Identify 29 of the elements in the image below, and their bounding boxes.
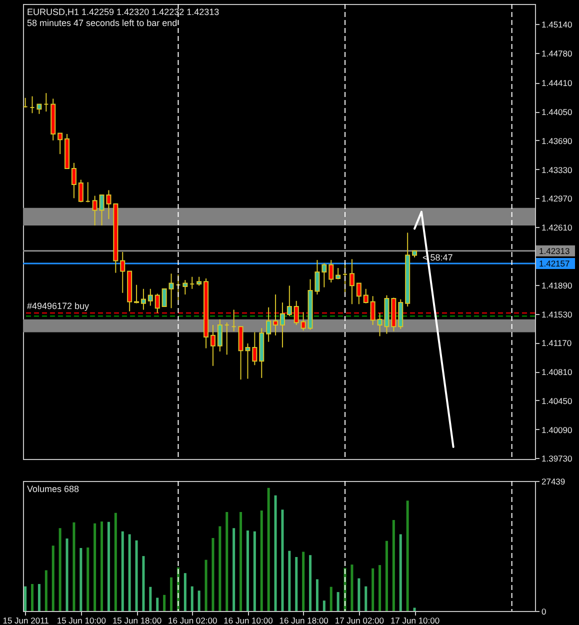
y-tick-label: 1.44410 (542, 78, 572, 88)
y-tick-label: 1.44050 (542, 107, 572, 118)
y-tick-label: 1.43690 (542, 136, 572, 146)
y-tick-label: 27439 (542, 476, 566, 486)
y-tick-label: 1.41890 (542, 280, 572, 290)
y-tick-label: 0 (542, 606, 546, 616)
y-tick-label: 1.41170 (542, 338, 572, 348)
y-tick-label: 1.43330 (542, 164, 572, 175)
x-tick-label: 15 Jun 2011 (2, 616, 50, 625)
y-tick-label: 1.40090 (542, 424, 572, 435)
chart-title: EURUSD,H1 1.42259 1.42320 1.42232 1.42313 (27, 7, 220, 17)
x-tick-label: 17 Jun 10:00 (390, 616, 440, 625)
x-tick-label: 16 Jun 18:00 (279, 616, 329, 625)
y-tick-label: 1.45140 (542, 20, 572, 30)
x-tick-label: 17 Jun 02:00 (334, 616, 384, 625)
y-tick-label: 1.44780 (542, 48, 572, 58)
y-tick-label: 1.40450 (542, 396, 572, 406)
x-tick-label: 16 Jun 10:00 (224, 616, 274, 625)
ref-line-label: #49496172 buy (27, 300, 90, 311)
y-tick-label: 1.40810 (542, 367, 572, 378)
y-tick-label: 1.42970 (542, 194, 572, 204)
chart-title: Volumes 688 (27, 484, 80, 494)
y-tick-label: 1.39730 (542, 454, 572, 464)
x-tick-label: 15 Jun 18:00 (112, 616, 162, 625)
text: 58 minutes 47 seconds left to bar end (27, 18, 178, 28)
x-tick-label: 16 Jun 02:00 (168, 616, 218, 625)
x-tick-label: 15 Jun 10:00 (56, 616, 106, 625)
y-tick-label: 1.41530 (542, 309, 572, 320)
y-tick-label: 1.42610 (542, 222, 572, 233)
